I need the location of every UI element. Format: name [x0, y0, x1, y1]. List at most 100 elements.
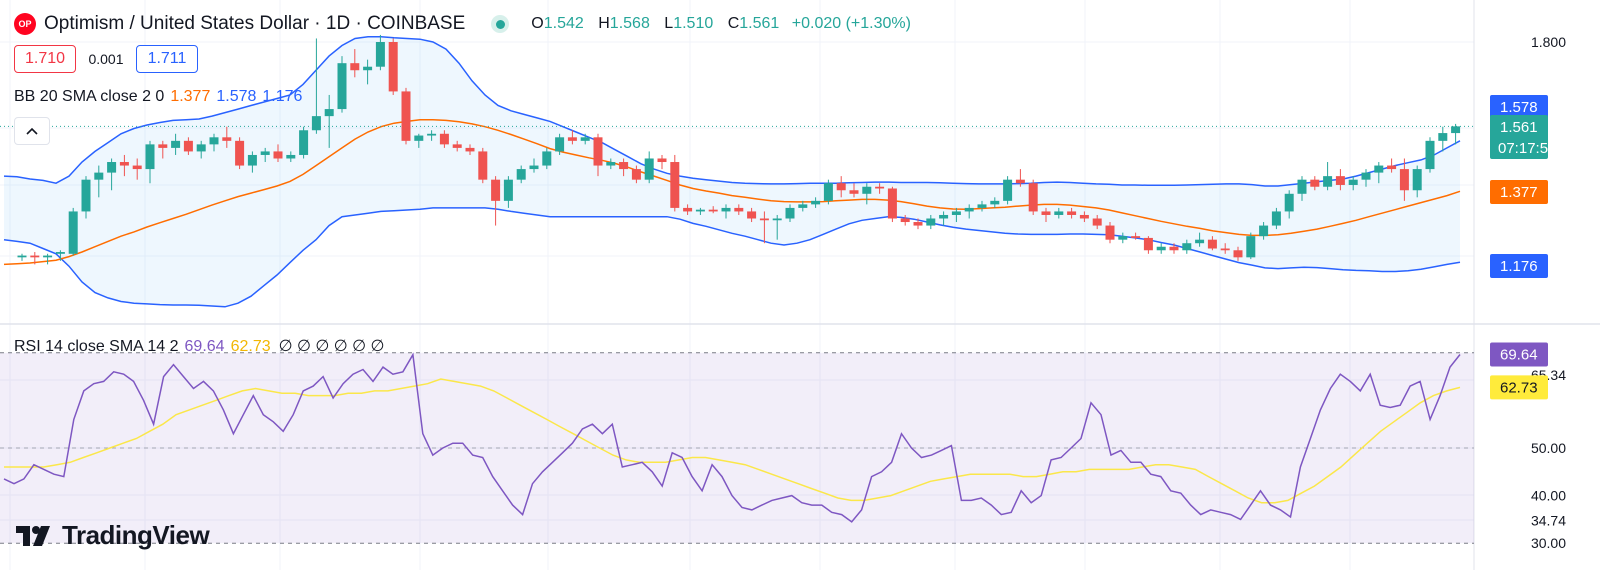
- candle-body: [375, 42, 385, 67]
- close-label: C: [727, 15, 740, 32]
- candle-body: [875, 186, 885, 189]
- rsi-legend[interactable]: RSI 14 close SMA 14 2 69.64 62.73 ∅ ∅ ∅ ∅ ∅…: [14, 336, 384, 356]
- candle-body: [593, 137, 603, 166]
- price-axis[interactable]: 1.80065.3450.0040.0034.7430.001.5781.561…: [1490, 34, 1566, 551]
- candle-body: [1195, 239, 1205, 244]
- candle-body: [1041, 211, 1051, 215]
- candle-body: [388, 42, 398, 92]
- candle-body: [721, 207, 731, 212]
- open-value: 1.542: [543, 15, 584, 32]
- chart-header: OP Optimism / United States Dollar · 1D …: [14, 10, 919, 38]
- rsi-sma-value: 62.73: [230, 338, 271, 355]
- candle-body: [1233, 250, 1243, 258]
- candle-body: [196, 144, 206, 152]
- candle-body: [119, 162, 129, 166]
- candle-body: [695, 209, 705, 212]
- candle-body: [1361, 172, 1371, 180]
- candle-body: [926, 218, 936, 226]
- candle-body: [350, 63, 360, 71]
- candle-body: [1156, 246, 1166, 251]
- rsi-sma-badge-background: [1490, 375, 1548, 400]
- candle-body: [1246, 236, 1256, 258]
- rsi-band-background: [0, 352, 1474, 544]
- last-price-badge-countdown: 07:17:53: [1498, 140, 1556, 157]
- candle-body: [811, 200, 821, 205]
- rsi-line: [3, 352, 1461, 523]
- candle-body: [478, 151, 488, 180]
- low-value: 1.510: [673, 15, 714, 32]
- candle-body: [1348, 179, 1358, 185]
- candle-body: [299, 130, 309, 155]
- candle-body: [644, 158, 654, 180]
- candle-body: [670, 162, 680, 208]
- candle-body: [1143, 237, 1153, 251]
- candle-body: [171, 140, 181, 148]
- last-price-badge-background: [1490, 115, 1548, 159]
- candle-body: [1015, 179, 1025, 184]
- rsi-null-values: ∅ ∅ ∅ ∅ ∅ ∅: [278, 338, 385, 355]
- basis-badge-background: [1490, 180, 1548, 204]
- candle-body: [363, 66, 373, 71]
- symbol-title[interactable]: Optimism / United States Dollar · 1D · C…: [44, 13, 466, 34]
- candle-body: [1067, 211, 1077, 215]
- candle-body: [311, 116, 321, 131]
- tradingview-logo[interactable]: TradingView: [16, 520, 210, 551]
- rsi-legend-label: RSI 14 close SMA 14 2: [14, 338, 179, 355]
- candle-body: [849, 190, 859, 194]
- candle-body: [260, 151, 270, 155]
- optimism-logo-icon: OP: [14, 13, 36, 35]
- candle-body: [939, 214, 949, 219]
- candle-body: [145, 144, 155, 170]
- rsi-value-badge-background: [1490, 342, 1548, 367]
- candle-body: [1335, 176, 1345, 185]
- candle-body: [555, 137, 565, 152]
- candle-body: [990, 200, 1000, 205]
- candle-body: [619, 162, 629, 170]
- candle-body: [516, 169, 526, 180]
- candle-body: [1425, 140, 1435, 170]
- candle-body: [132, 165, 142, 170]
- candle-body: [286, 154, 296, 159]
- rsi-lines: [3, 352, 1461, 523]
- candle-body: [913, 222, 923, 226]
- candle-body: [964, 207, 974, 212]
- bollinger-upper-line: [3, 35, 1461, 187]
- candle-body: [657, 158, 667, 163]
- candle-body: [465, 147, 475, 152]
- chevron-up-icon: [26, 127, 38, 135]
- spread-value: 0.001: [82, 45, 130, 73]
- candle-body: [1054, 211, 1064, 215]
- rsi-sma-badge-label: 62.73: [1500, 379, 1538, 396]
- candle-body: [1412, 169, 1422, 191]
- collapse-legend-button[interactable]: [14, 117, 50, 145]
- candle-body: [68, 211, 78, 254]
- price-tick-label: 1.800: [1531, 34, 1566, 50]
- close-value: 1.561: [739, 15, 780, 32]
- candle-body: [1118, 236, 1128, 240]
- candle-body: [1451, 126, 1461, 134]
- candle-body: [823, 183, 833, 201]
- rsi-tick-label: 40.00: [1531, 488, 1566, 504]
- bollinger-legend[interactable]: BB 20 SMA close 2 0 1.377 1.578 1.176: [14, 88, 302, 106]
- candle-body: [977, 204, 987, 208]
- candle-body: [900, 218, 910, 223]
- candle-body: [772, 218, 782, 221]
- market-open-status-icon: [491, 15, 510, 33]
- candle-body: [503, 179, 513, 201]
- bollinger-basis-value: 1.377: [170, 88, 211, 105]
- candle-body: [542, 151, 552, 166]
- candle-body: [401, 91, 411, 141]
- candle-body: [337, 63, 347, 110]
- buy-price-button[interactable]: 1.711: [136, 45, 198, 73]
- candle-body: [1182, 243, 1192, 251]
- change-value: +0.020 (+1.30%): [791, 15, 911, 32]
- sell-price-button[interactable]: 1.710: [14, 45, 76, 73]
- upper-band-badge-label: 1.578: [1500, 99, 1538, 116]
- candle-body: [631, 169, 641, 180]
- candle-body: [414, 135, 424, 141]
- candle-body: [862, 186, 872, 194]
- candle-body: [43, 255, 53, 258]
- candle-body: [158, 144, 168, 148]
- candle-body: [1079, 214, 1089, 219]
